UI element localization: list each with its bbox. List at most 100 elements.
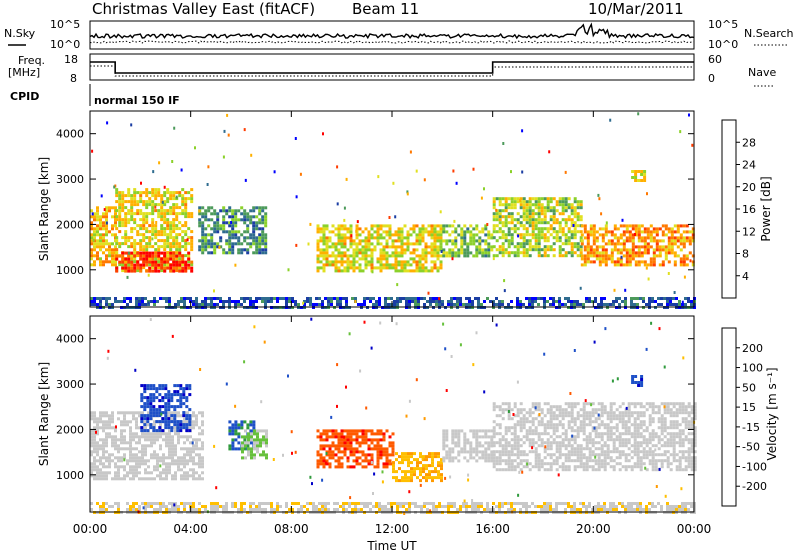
scatter-cell — [262, 435, 265, 439]
scatter-cell — [434, 476, 437, 480]
scatter-cell — [96, 239, 99, 243]
scatter-cell — [164, 405, 168, 409]
scatter-cell — [558, 254, 562, 258]
scatter-cell — [619, 251, 623, 255]
scatter-cell — [400, 254, 404, 258]
scatter-cell — [371, 270, 374, 274]
scatter-cell — [136, 269, 140, 273]
scatter-cell — [615, 297, 618, 300]
scatter-cell — [228, 251, 232, 255]
scatter-cell — [162, 471, 165, 475]
scatter-cell — [637, 233, 641, 237]
scatter-cell — [415, 169, 418, 173]
scatter-cell — [148, 257, 152, 261]
scatter-cell — [616, 257, 620, 261]
scatter-cell — [166, 224, 170, 228]
scatter-cell — [414, 300, 417, 303]
scatter-cell — [173, 423, 177, 427]
scatter-cell — [573, 236, 577, 240]
scatter-cell — [510, 218, 514, 222]
scatter-cell — [358, 429, 362, 433]
scatter-cell — [93, 263, 96, 267]
scatter-cell — [439, 224, 443, 228]
scatter-cell — [379, 444, 383, 448]
scatter-cell — [157, 194, 161, 198]
scatter-cell — [90, 411, 93, 415]
scatter-cell — [115, 227, 119, 231]
scatter-cell — [576, 212, 580, 216]
scatter-cell — [334, 465, 338, 469]
scatter-cell — [114, 474, 117, 478]
scatter-cell — [583, 260, 587, 264]
scatter-cell — [385, 429, 389, 433]
scatter-cell — [498, 209, 502, 213]
scatter-cell — [322, 456, 326, 460]
scatter-cell — [588, 450, 592, 454]
scatter-cell — [546, 408, 550, 412]
scatter-cell — [351, 297, 354, 300]
scatter-cell — [543, 251, 547, 255]
scatter-cell — [255, 224, 259, 228]
scatter-cell — [146, 417, 150, 421]
scatter-cell — [155, 396, 159, 400]
scatter-cell — [99, 456, 102, 460]
scatter-cell — [139, 239, 143, 243]
scatter-cell — [649, 245, 653, 249]
scatter-cell — [111, 438, 114, 442]
scatter-cell — [598, 233, 602, 237]
scatter-cell — [90, 474, 93, 478]
scatter-cell — [419, 455, 422, 459]
scatter-cell — [156, 465, 159, 469]
scatter-cell — [504, 426, 508, 430]
scatter-cell — [637, 236, 641, 240]
scatter-cell — [454, 429, 458, 433]
scatter-cell — [243, 215, 247, 219]
scatter-cell — [543, 402, 547, 406]
scatter-cell — [108, 420, 111, 424]
noise-right-tick-high: 10^5 — [708, 18, 738, 31]
scatter-cell — [564, 435, 568, 439]
scatter-cell — [108, 254, 111, 258]
scatter-cell — [231, 300, 234, 303]
scatter-cell — [186, 474, 189, 478]
scatter-cell — [152, 399, 156, 403]
scatter-cell — [133, 191, 137, 195]
scatter-cell — [543, 462, 547, 466]
scatter-cell — [321, 300, 324, 303]
scatter-cell — [194, 146, 196, 150]
scatter-cell — [618, 303, 621, 306]
scatter-cell — [258, 242, 262, 246]
scatter-cell — [90, 414, 93, 418]
scatter-cell — [525, 227, 529, 231]
scatter-cell — [397, 227, 401, 231]
scatter-cell — [579, 465, 583, 469]
scatter-cell — [189, 459, 192, 463]
scatter-cell — [153, 303, 156, 306]
scatter-cell — [102, 426, 105, 430]
scatter-cell — [192, 459, 195, 463]
scatter-cell — [450, 303, 453, 306]
scatter-cell — [412, 257, 416, 261]
scatter-cell — [181, 239, 185, 243]
scatter-cell — [537, 468, 541, 472]
scatter-cell — [114, 184, 117, 188]
scatter-cell — [155, 390, 159, 394]
scatter-cell — [507, 456, 511, 460]
scatter-cell — [142, 260, 146, 264]
scatter-cell — [637, 230, 641, 234]
scatter-cell — [364, 248, 368, 252]
scatter-cell — [498, 236, 502, 240]
scatter-cell — [143, 402, 147, 406]
scatter-cell — [612, 465, 616, 469]
scatter-cell — [135, 411, 138, 415]
scatter-cell — [160, 206, 164, 210]
scatter-cell — [415, 233, 419, 237]
scatter-cell — [343, 251, 347, 255]
scatter-cell — [504, 408, 508, 412]
scatter-cell — [349, 263, 353, 267]
scatter-cell — [160, 266, 164, 270]
scatter-cell — [133, 221, 137, 225]
scatter-cell — [570, 450, 574, 454]
scatter-cell — [210, 212, 214, 216]
scatter-cell — [346, 263, 350, 267]
